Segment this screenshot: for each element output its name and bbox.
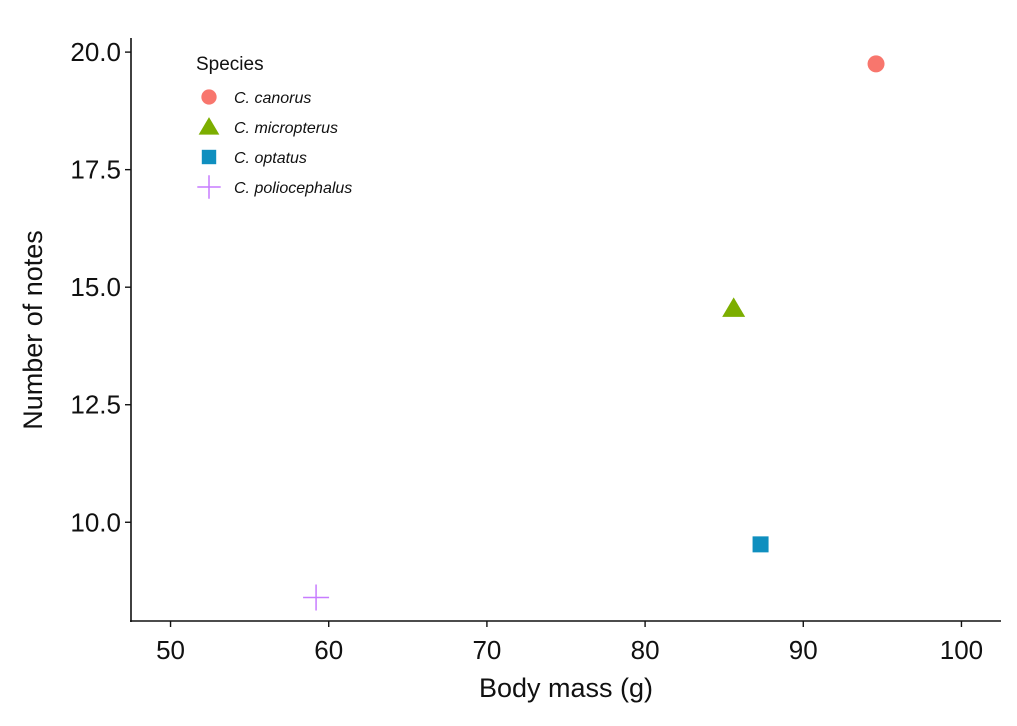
legend-label-c-canorus: C. canorus bbox=[234, 90, 311, 107]
y-tick-label: 10.0 bbox=[70, 507, 121, 537]
x-tick-label: 90 bbox=[789, 635, 818, 665]
legend-key-c-micropterus bbox=[198, 117, 220, 135]
y-tick-label: 20.0 bbox=[70, 37, 121, 67]
x-tick-label: 60 bbox=[314, 635, 343, 665]
data-points bbox=[303, 55, 885, 611]
legend-key-c-poliocephalus bbox=[197, 175, 221, 199]
point-c-micropterus bbox=[722, 297, 746, 317]
x-tick-label: 70 bbox=[472, 635, 501, 665]
legend-label-c-optatus: C. optatus bbox=[234, 150, 307, 167]
axes bbox=[130, 38, 1001, 622]
x-tick-label: 50 bbox=[156, 635, 185, 665]
y-tick-label: 12.5 bbox=[70, 390, 121, 420]
y-tick-label: 17.5 bbox=[70, 155, 121, 185]
legend-label-c-poliocephalus: C. poliocephalus bbox=[234, 180, 352, 197]
y-tick-label: 15.0 bbox=[70, 272, 121, 302]
x-axis-ticks: 50 60 70 80 90 100 bbox=[156, 621, 983, 665]
y-axis-label: Number of notes bbox=[18, 230, 48, 430]
x-axis-label: Body mass (g) bbox=[479, 673, 653, 703]
point-c-canorus bbox=[867, 55, 885, 73]
legend-label-c-micropterus: C. micropterus bbox=[234, 120, 338, 137]
legend-title: Species bbox=[196, 54, 264, 75]
legend: Species C. canorus C. micropterus C. optat… bbox=[196, 54, 352, 199]
y-axis-ticks: 10.0 12.5 15.0 17.5 20.0 bbox=[70, 37, 131, 537]
x-tick-label: 100 bbox=[940, 635, 983, 665]
point-c-poliocephalus bbox=[303, 584, 330, 611]
point-c-optatus bbox=[752, 536, 769, 553]
legend-key-c-canorus bbox=[201, 89, 217, 105]
legend-key-c-optatus bbox=[201, 149, 217, 165]
x-tick-label: 80 bbox=[631, 635, 660, 665]
